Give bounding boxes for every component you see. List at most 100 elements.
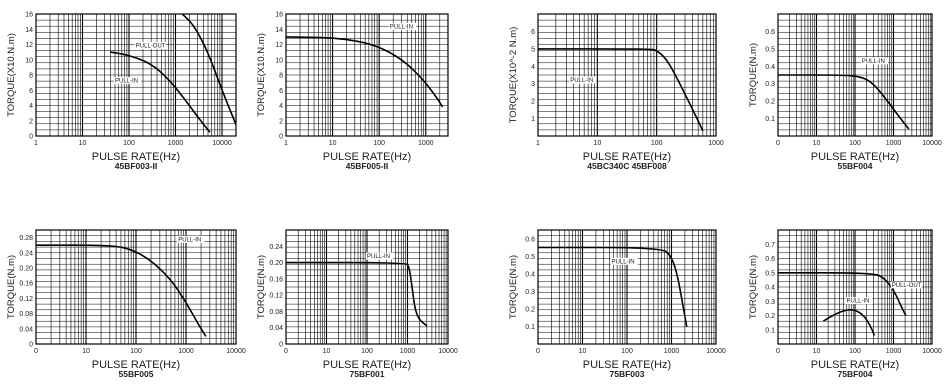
annotation-bg (388, 22, 417, 30)
series-line-pull-in (538, 48, 704, 132)
y-tick-label: 0.04 (19, 326, 33, 333)
x-axis-label: PULSE RATE(Hz) (583, 359, 671, 371)
x-tick-label: 0 (536, 348, 540, 355)
x-tick-label: 10000 (706, 348, 726, 355)
x-tick-label: 1 (284, 140, 288, 147)
x-tick-label: 10 (323, 348, 331, 355)
grid (36, 14, 236, 136)
y-tick-label: 0.20 (19, 266, 33, 273)
plot-frame (285, 229, 449, 345)
plot-frame (537, 13, 717, 137)
annotation-bg (890, 281, 922, 289)
series-annotation: PULL-OUT (136, 44, 166, 50)
x-tick-label: 100 (361, 348, 373, 355)
y-tick-label: 0.6 (525, 236, 535, 243)
x-tick-label: 0 (284, 348, 288, 355)
x-tick-label: 1000 (168, 140, 184, 147)
plot-frame (777, 229, 933, 345)
chart-title: 75BF001 (350, 369, 385, 379)
chart-5: 0 10 100 1000 10000 0 0.04 0.08 0.12 0.16 0.20 0.24… (6, 229, 246, 379)
grid (538, 14, 716, 136)
x-tick-label: 10000 (922, 140, 942, 147)
series-line-pull-out (778, 271, 907, 316)
chart-7: 0 10 100 1000 10000 0.1 0.2 0.3 0.4 0.5 0.6 TORQUE(… (508, 229, 726, 379)
x-tick-label: 0 (34, 348, 38, 355)
y-tick-label: 12 (275, 42, 283, 49)
y-tick-label: 6 (531, 29, 535, 36)
y-tick-label: 0.1 (765, 116, 775, 123)
y-axis-label: TORQUE(N.m) (256, 255, 267, 319)
chart-title: 55BF004 (838, 161, 873, 171)
y-tick-label: 0.3 (525, 289, 535, 296)
y-tick-label: 0.16 (19, 281, 33, 288)
y-axis-label: TORQUE(N.m) (748, 255, 759, 319)
y-tick-label: 0 (29, 342, 33, 349)
y-tick-label: 2 (279, 118, 283, 125)
series-annotation: PULL-IN (115, 79, 138, 85)
x-tick-label: 1000 (664, 348, 680, 355)
x-tick-label: 100 (849, 140, 861, 147)
chart-8: 0 10 100 1000 10000 0.1 0.2 0.3 0.4 0.5 0.6 0.7 TORQ… (748, 229, 942, 379)
x-tick-label: 100 (130, 348, 142, 355)
y-tick-label: 6 (29, 88, 33, 95)
y-axis-label: TORQUE(N.m) (6, 255, 17, 319)
y-tick-label: 0.08 (19, 311, 33, 318)
annotation-bg (569, 76, 597, 84)
y-tick-label: 0.2 (765, 99, 775, 106)
annotation-bg (860, 57, 888, 65)
grid (36, 230, 236, 344)
x-tick-label: 1 (536, 140, 540, 147)
series-annotation: PULL-IN (612, 259, 635, 265)
plot-frame (285, 13, 449, 137)
series-line-pull-in (285, 36, 444, 108)
y-tick-label: 0.7 (765, 242, 775, 249)
x-tick-label: 100 (651, 140, 663, 147)
y-axis-label: TORQUE(N.m) (508, 255, 519, 319)
y-tick-label: 16 (275, 12, 283, 19)
series-annotation: PULL-IN (862, 59, 885, 65)
annotation-bg (177, 235, 205, 243)
chart-title: 45BF005-II (346, 161, 389, 171)
annotation-bg (845, 297, 873, 305)
x-tick-label: 10 (329, 140, 337, 147)
x-tick-label: 0 (776, 140, 780, 147)
x-tick-label: 10000 (226, 348, 246, 355)
y-tick-label: 14 (275, 27, 283, 34)
x-tick-label: 1000 (418, 140, 434, 147)
y-axis-label: TORQUE(X10^-2 N.m) (508, 27, 519, 124)
series-line-pull-in (822, 308, 876, 336)
y-tick-label: 2 (531, 99, 535, 106)
chart-3: 1 10 100 1000 1 2 3 4 5 6 TORQUE(X10^-2 N.m) PULSE … (508, 13, 724, 171)
x-axis-label: PULSE RATE(Hz) (323, 151, 411, 163)
y-tick-label: 12 (25, 42, 33, 49)
x-tick-label: 10 (593, 140, 601, 147)
series-line-pull-out (181, 13, 237, 125)
y-tick-label: 0.24 (19, 250, 33, 257)
x-tick-label: 1000 (400, 348, 416, 355)
x-axis-label: PULSE RATE(Hz) (583, 151, 671, 163)
y-tick-label: 0.1 (525, 324, 535, 331)
series-annotation: PULL-IN (390, 24, 413, 30)
grid (286, 230, 448, 344)
y-tick-label: 0.6 (765, 29, 775, 36)
x-tick-label: 10000 (922, 348, 942, 355)
series-line-pull-in (36, 244, 207, 337)
x-axis-label: PULSE RATE(Hz) (811, 151, 899, 163)
y-tick-label: 4 (279, 103, 283, 110)
y-axis-label: TORQUE(X10.N.m) (256, 33, 267, 117)
y-tick-label: 3 (531, 81, 535, 88)
y-tick-label: 10 (25, 57, 33, 64)
plot-frame (35, 229, 237, 345)
y-tick-label: 0.4 (765, 285, 775, 292)
x-tick-label: 10 (79, 140, 87, 147)
x-tick-label: 100 (123, 140, 135, 147)
chart-4: 0 10 100 1000 10000 0.1 0.2 0.3 0.4 0.5 0.6 TORQUE(… (748, 13, 942, 171)
y-tick-label: 4 (29, 103, 33, 110)
chart-1: 1 10 100 1000 10000 0 2 4 6 8 10 12 14 16 TORQUE(X10.N… (6, 12, 237, 171)
annotation-bg (610, 257, 638, 265)
y-tick-label: 0.24 (269, 244, 283, 251)
series-line-pull-in (110, 51, 211, 133)
annotation-bg (366, 252, 394, 260)
y-tick-label: 14 (25, 27, 33, 34)
y-tick-label: 0.1 (765, 327, 775, 334)
